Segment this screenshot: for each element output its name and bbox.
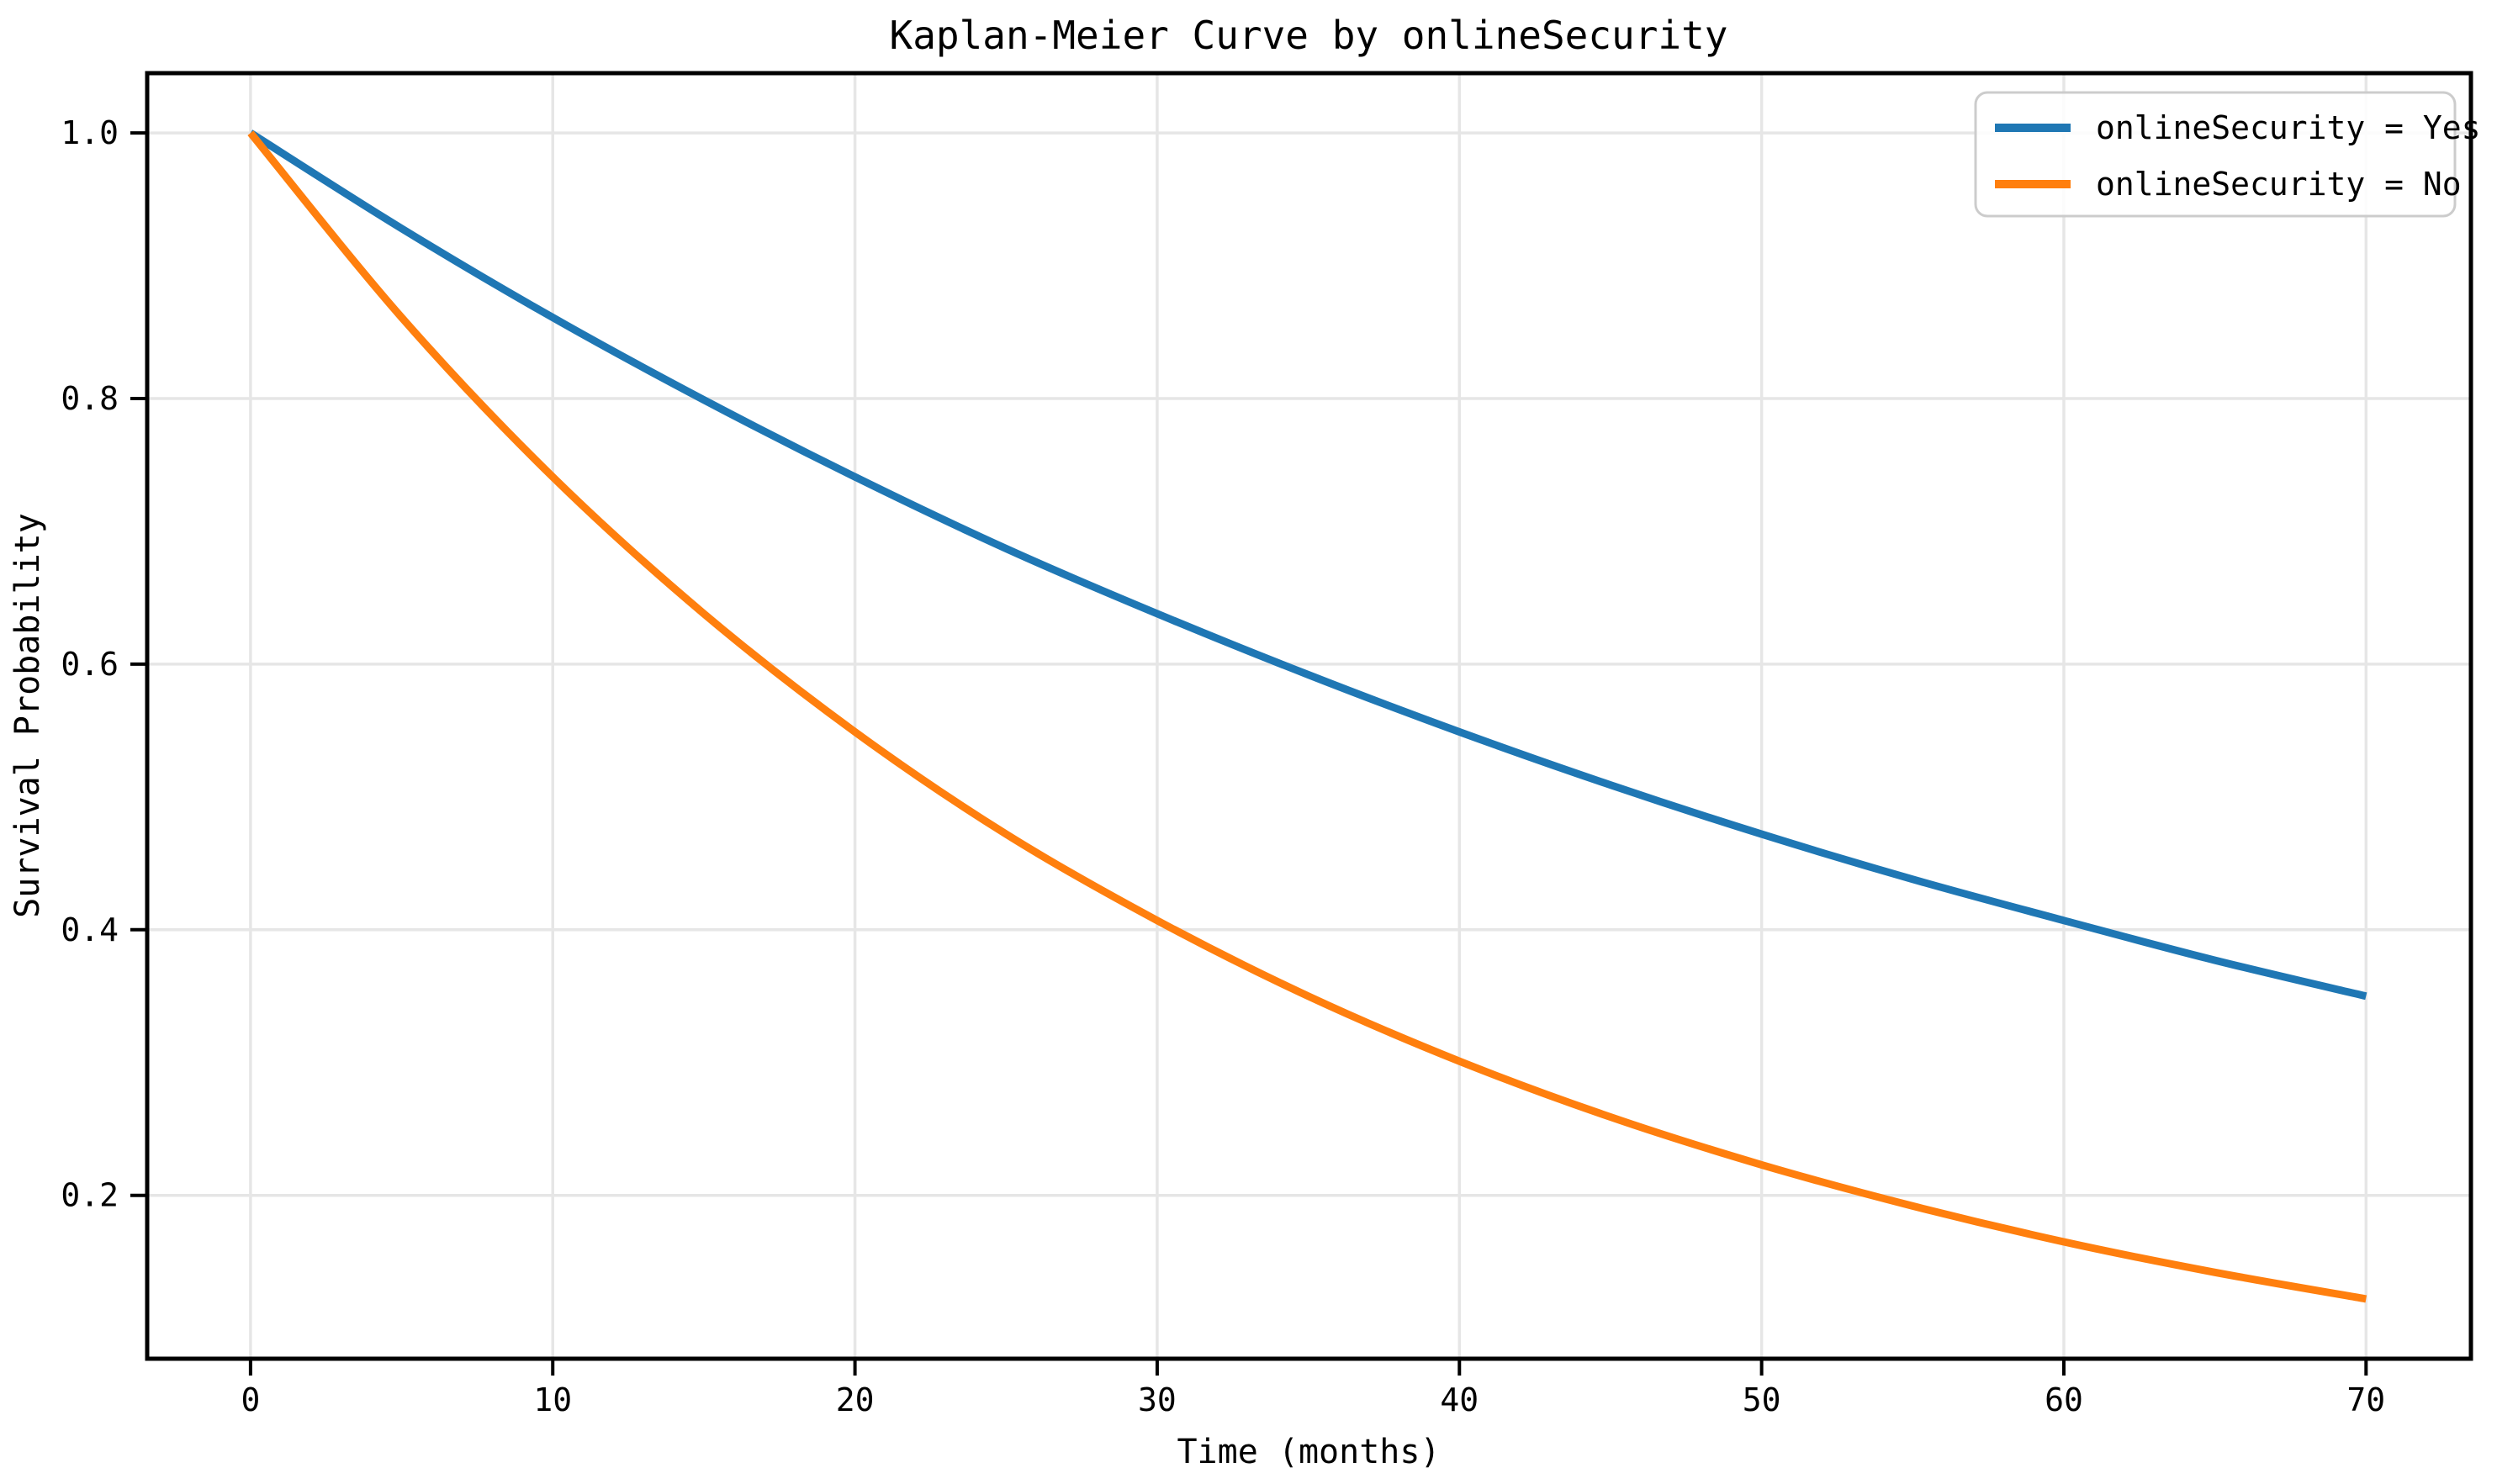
survival-curve-no bbox=[247, 130, 2367, 1303]
survival-curve-yes bbox=[248, 129, 2367, 1001]
y-tick-label: 0.6 bbox=[61, 646, 119, 683]
grid-layer bbox=[147, 73, 2471, 1359]
x-tick-label: 10 bbox=[533, 1381, 572, 1418]
y-tick-label: 1.0 bbox=[61, 114, 119, 151]
y-tick-label: 0.2 bbox=[61, 1177, 119, 1214]
x-tick-label: 20 bbox=[836, 1381, 875, 1418]
x-tick-label: 70 bbox=[2346, 1381, 2385, 1418]
y-tick-label: 0.8 bbox=[61, 380, 119, 417]
x-tick-label: 60 bbox=[2045, 1381, 2083, 1418]
x-tick-label: 30 bbox=[1138, 1381, 1177, 1418]
legend-box bbox=[1974, 91, 2457, 218]
plot-frame bbox=[145, 71, 2473, 1361]
x-axis-label: Time (months) bbox=[1177, 1433, 1440, 1471]
x-tick-label: 40 bbox=[1440, 1381, 1479, 1418]
legend-label-yes: onlineSecurity = Yes bbox=[2096, 109, 2481, 146]
y-axis-label: Survival Probability bbox=[8, 513, 47, 918]
curves-layer bbox=[247, 129, 2367, 1303]
legend-label-no: onlineSecurity = No bbox=[2096, 166, 2462, 203]
x-tick-label: 0 bbox=[241, 1381, 260, 1418]
legend: onlineSecurity = Yes onlineSecurity = No bbox=[1974, 91, 2481, 218]
ticks-layer: 0 10 20 30 40 50 60 70 0.2 0.4 0.6 0.8 1.0 bbox=[61, 114, 2385, 1418]
y-tick-label: 0.4 bbox=[61, 911, 119, 948]
chart-title: Kaplan-Meier Curve by onlineSecurity bbox=[890, 13, 1728, 58]
x-tick-label: 50 bbox=[1743, 1381, 1781, 1418]
